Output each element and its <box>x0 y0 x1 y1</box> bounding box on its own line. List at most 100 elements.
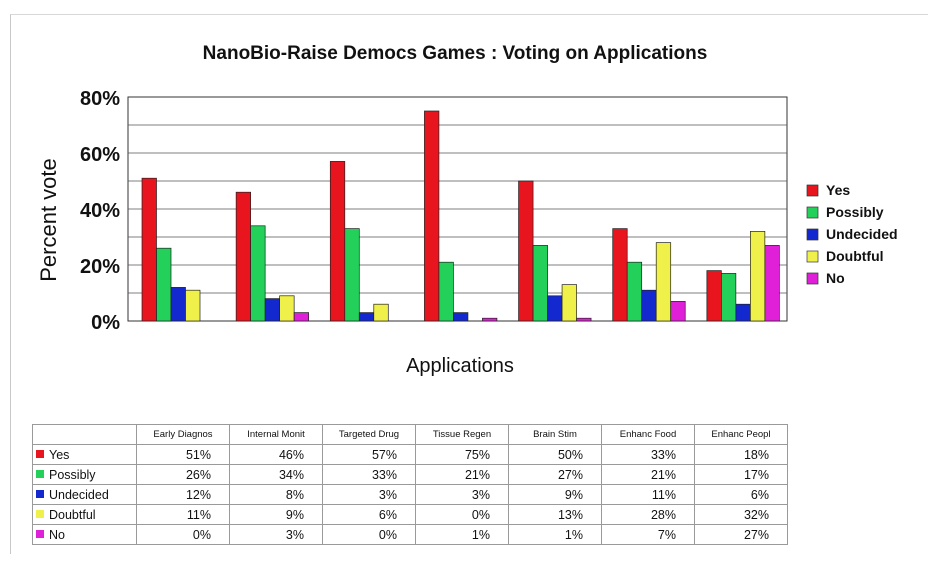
row-swatch <box>36 510 44 519</box>
bar-yes <box>235 191 251 322</box>
table-cell: 32% <box>694 504 788 525</box>
bar-no <box>293 312 309 322</box>
legend: Yes Possibly Undecided Doubtful No <box>806 182 898 286</box>
legend-label: Yes <box>826 182 850 198</box>
table-cell: 8% <box>229 484 323 505</box>
table-cell: 75% <box>415 444 509 465</box>
bar-yes <box>612 228 628 322</box>
bar-yes <box>141 177 157 322</box>
row-label: Doubtful <box>49 507 96 522</box>
table-row-header: Possibly <box>32 464 137 485</box>
table-cell: 12% <box>136 484 230 505</box>
table-column-header: Tissue Regen <box>415 424 509 445</box>
table-row-header: Undecided <box>32 484 137 505</box>
table-cell: 26% <box>136 464 230 485</box>
legend-label: Possibly <box>826 204 884 220</box>
table-cell: 9% <box>229 504 323 525</box>
table-column-header: Internal Monit <box>229 424 323 445</box>
table-cell: 0% <box>415 504 509 525</box>
table-cell: 28% <box>601 504 695 525</box>
table-cell: 27% <box>694 524 788 545</box>
table-cell: 50% <box>508 444 602 465</box>
table-cell: 6% <box>694 484 788 505</box>
bar-yes <box>706 270 722 322</box>
bar-no <box>670 301 686 322</box>
row-swatch <box>36 530 44 539</box>
table-header-row: Early Diagnos Internal Monit Targeted Drug… <box>32 424 788 445</box>
legend-label: Doubtful <box>826 248 884 264</box>
table-cell: 7% <box>601 524 695 545</box>
table-row-header: No <box>32 524 137 545</box>
bar-possibly <box>532 245 548 322</box>
bar-possibly <box>626 261 643 322</box>
table-cell: 13% <box>508 504 602 525</box>
bar-possibly <box>156 247 172 322</box>
y-axis-ticks: 0% 20% 40% 60% 80% <box>80 88 120 334</box>
table-cell: 17% <box>694 464 788 485</box>
table-cell: 1% <box>508 524 602 545</box>
row-label: Possibly <box>49 467 96 482</box>
bar-doubtful <box>279 295 295 322</box>
table-cell: 0% <box>136 524 230 545</box>
table-cell: 3% <box>415 484 509 505</box>
bar-undecided <box>735 303 751 322</box>
table-cell: 3% <box>229 524 323 545</box>
table-cell: 1% <box>415 524 509 545</box>
bar-undecided <box>170 287 186 322</box>
y-tick-label: 40% <box>80 200 120 222</box>
table-column-header: Enhanc Food <box>601 424 695 445</box>
data-table: Early Diagnos Internal Monit Targeted Drug… <box>32 424 788 545</box>
bar-doubtful <box>561 284 577 322</box>
table-cell: 21% <box>601 464 695 485</box>
bar-doubtful <box>655 242 672 322</box>
bar-yes <box>518 180 534 322</box>
table-cell: 27% <box>508 464 602 485</box>
table-cell: 3% <box>322 484 416 505</box>
row-swatch <box>36 470 44 479</box>
row-label: Undecided <box>49 487 109 502</box>
bar-doubtful <box>373 303 389 322</box>
bar-doubtful <box>185 289 201 322</box>
table-corner-cell <box>32 424 137 445</box>
table-column-header: Brain Stim <box>508 424 602 445</box>
legend-swatch <box>806 272 819 285</box>
table-row: Doubtful 11% 9% 6% 0% 13% 28% 32% <box>32 504 788 525</box>
table-cell: 11% <box>601 484 695 505</box>
bar-possibly <box>344 228 360 322</box>
table-cell: 46% <box>229 444 323 465</box>
table-cell: 51% <box>136 444 230 465</box>
row-swatch <box>36 450 44 459</box>
table-cell: 57% <box>322 444 416 465</box>
table-column-header: Targeted Drug <box>322 424 416 445</box>
legend-swatch <box>806 206 819 219</box>
table-cell: 33% <box>601 444 695 465</box>
chart-title: NanoBio-Raise Democs Games : Voting on A… <box>203 43 708 64</box>
legend-label: No <box>826 270 845 286</box>
table-row: No 0% 3% 0% 1% 1% 7% 27% <box>32 524 788 545</box>
x-axis-label: Applications <box>406 355 514 377</box>
table-row: Possibly 26% 34% 33% 21% 27% 21% 17% <box>32 464 788 485</box>
y-tick-label: 80% <box>80 88 120 110</box>
table-row-header: Doubtful <box>32 504 137 525</box>
bar-undecided <box>453 312 469 322</box>
table-cell: 11% <box>136 504 230 525</box>
table-row: Yes 51% 46% 57% 75% 50% 33% 18% <box>32 444 788 465</box>
bar-undecided <box>358 312 375 322</box>
table-column-header: Enhanc Peopl <box>694 424 788 445</box>
table-cell: 6% <box>322 504 416 525</box>
plot-area <box>127 96 788 322</box>
table-cell: 21% <box>415 464 509 485</box>
table-row-header: Yes <box>32 444 137 465</box>
bars <box>141 110 780 322</box>
bar-undecided <box>264 298 280 322</box>
y-tick-label: 20% <box>80 256 120 278</box>
table-row: Undecided 12% 8% 3% 3% 9% 11% 6% <box>32 484 788 505</box>
legend-swatch <box>806 184 819 197</box>
bar-no <box>576 317 592 322</box>
y-tick-label: 60% <box>80 144 120 166</box>
bar-no <box>482 317 498 322</box>
table-column-header: Early Diagnos <box>136 424 230 445</box>
table-cell: 9% <box>508 484 602 505</box>
bar-undecided <box>641 289 657 322</box>
